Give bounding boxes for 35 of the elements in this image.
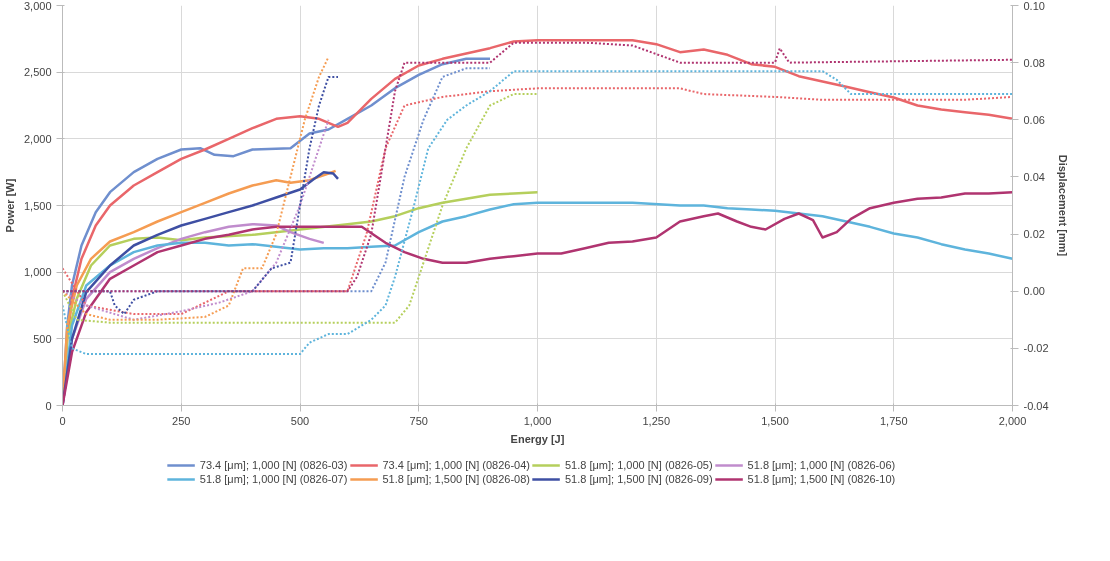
legend-label: 73.4 [μm]; 1,000 [N] (0826-03): [199, 459, 348, 471]
legend-label: 51.8 [μm]; 1,000 [N] (0826-06): [747, 459, 896, 471]
x-tick-label: 0: [59, 414, 66, 427]
legend-label: 51.8 [μm]; 1,000 [N] (0826-05): [565, 459, 713, 471]
y-tick-label: 2,500: [23, 66, 52, 79]
y2-tick-label: 0.08: [1023, 56, 1045, 69]
legend-label: 51.8 [μm]; 1,500 [N] (0826-08): [382, 473, 530, 485]
y2-tick-label: -0.02: [1023, 342, 1049, 355]
y-tick-label: 500: [33, 332, 52, 345]
x-tick-label: 250: [172, 414, 191, 427]
y2-tick-label: 0.00: [1023, 285, 1045, 298]
y-tick-label: 3,000: [23, 0, 52, 12]
y-tick-label: 0: [45, 399, 52, 412]
y2-tick-label: 0.06: [1023, 113, 1045, 126]
y-tick-label: 1,000: [23, 266, 52, 279]
y-axis-title: Power [W]: [3, 178, 16, 233]
x-tick-label: 750: [409, 414, 428, 427]
y2-axis-title: Displacement [mm]: [1056, 154, 1069, 257]
x-tick-label: 1,000: [523, 414, 552, 427]
legend-label: 73.4 [μm]; 1,000 [N] (0826-04): [382, 459, 530, 471]
y2-tick-label: 0.10: [1023, 0, 1045, 12]
legend-label: 51.8 [μm]; 1,000 [N] (0826-07): [199, 473, 348, 485]
x-tick-label: 2,000: [998, 414, 1027, 427]
x-tick-label: 1,250: [642, 414, 671, 427]
y2-tick-label: 0.02: [1023, 228, 1045, 241]
legend-label: 51.8 [μm]; 1,500 [N] (0826-10): [747, 473, 896, 485]
y-tick-label: 2,000: [23, 132, 52, 145]
y2-tick-label: 0.04: [1023, 170, 1045, 183]
x-tick-label: 1,500: [761, 414, 789, 427]
legend-label: 51.8 [μm]; 1,500 [N] (0826-09): [565, 473, 713, 485]
y-tick-label: 1,500: [23, 199, 52, 212]
y2-tick-label: -0.04: [1023, 399, 1049, 412]
x-axis-title: Energy [J]: [510, 432, 565, 445]
x-tick-label: 500: [290, 414, 310, 427]
x-tick-label: 1,750: [879, 414, 908, 427]
